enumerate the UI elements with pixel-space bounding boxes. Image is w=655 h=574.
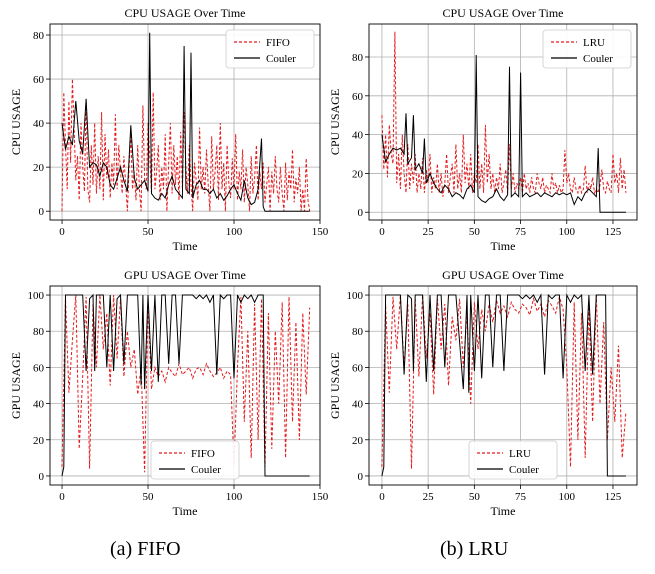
y-tick-label: 60 (352, 91, 364, 103)
legend-label-fifo: FIFO (191, 448, 215, 460)
x-tick-label: 100 (559, 226, 576, 238)
legend: LRU Couler (468, 440, 558, 480)
x-tick-label: 50 (143, 491, 155, 503)
x-tick-label: 0 (59, 491, 65, 503)
legend: FIFO Couler (150, 440, 240, 480)
chart-2: 0 50 100 150 0 20 40 60 80 100 GPU USAGE Over Time… (9, 268, 329, 518)
chart-0: 0 50 100 150 0 20 40 60 80 CPU USAGE Over Time Tim… (9, 6, 329, 253)
y-tick-label: 60 (33, 74, 45, 86)
series-line-couler (61, 32, 310, 212)
y-tick-label: 100 (347, 290, 364, 302)
chart-title: GPU USAGE Over Time (442, 268, 564, 282)
chart-title: GPU USAGE Over Time (124, 268, 246, 282)
series-line-couler (61, 293, 310, 477)
x-tick-label: 75 (515, 226, 527, 238)
series-line-lru (381, 31, 627, 197)
x-axis-label: Time (491, 239, 516, 253)
x-tick-label: 0 (379, 226, 385, 238)
y-tick-label: 0 (39, 471, 45, 483)
plot-frame (368, 23, 638, 221)
legend-label-couler: Couler (191, 464, 221, 476)
y-tick-label: 0 (358, 471, 364, 483)
y-tick-label: 20 (352, 435, 364, 447)
y-tick-label: 80 (352, 52, 364, 64)
y-axis-label: GPU USAGE (9, 352, 23, 419)
y-tick-label: 80 (352, 326, 364, 338)
chart-3: 0 25 50 75 100 125 0 20 40 60 80 100 GPU USAGE Over … (328, 268, 638, 518)
series-line-couler (381, 293, 626, 477)
legend-label-couler: Couler (583, 53, 613, 65)
plot-frame (49, 285, 321, 486)
series-line-lru (381, 294, 627, 469)
x-tick-label: 150 (312, 491, 329, 503)
series-line-fifo (61, 79, 311, 212)
legend-label-fifo: FIFO (266, 37, 290, 49)
legend-label-couler: Couler (266, 53, 296, 65)
x-tick-label: 100 (559, 491, 576, 503)
legend-label-lru: LRU (509, 448, 531, 460)
series-line-couler (381, 54, 626, 213)
y-tick-label: 40 (352, 399, 364, 411)
x-tick-label: 50 (469, 491, 481, 503)
chart-1: 0 25 50 75 100 125 0 20 40 60 80 CPU USAGE Over Tim… (328, 6, 638, 253)
x-tick-label: 125 (605, 226, 622, 238)
y-axis-label: GPU USAGE (328, 352, 342, 419)
x-tick-label: 100 (226, 226, 243, 238)
plot-frame (368, 285, 638, 486)
x-axis-label: Time (173, 504, 198, 518)
legend-label-lru: LRU (583, 37, 605, 49)
x-tick-label: 25 (423, 226, 435, 238)
x-tick-label: 50 (143, 226, 155, 238)
y-tick-label: 40 (33, 118, 45, 130)
y-tick-label: 80 (33, 326, 45, 338)
y-tick-label: 20 (352, 168, 364, 180)
x-tick-label: 100 (226, 491, 243, 503)
x-tick-label: 75 (515, 491, 527, 503)
y-tick-label: 0 (39, 206, 45, 218)
x-axis-label: Time (173, 239, 198, 253)
x-tick-label: 125 (605, 491, 622, 503)
x-tick-label: 0 (59, 226, 65, 238)
plot-frame (49, 23, 321, 221)
legend: LRU Couler (542, 29, 632, 69)
y-tick-label: 20 (33, 162, 45, 174)
y-tick-label: 100 (28, 290, 45, 302)
x-tick-label: 150 (312, 226, 329, 238)
legend-label-couler: Couler (509, 464, 539, 476)
y-tick-label: 60 (33, 362, 45, 374)
y-axis-label: CPU USAGE (9, 89, 23, 155)
y-tick-label: 80 (33, 30, 45, 42)
y-tick-label: 40 (352, 130, 364, 142)
x-tick-label: 50 (469, 226, 481, 238)
y-tick-label: 20 (33, 435, 45, 447)
legend: FIFO Couler (225, 29, 315, 69)
caption-fifo: (a) FIFO (110, 538, 181, 560)
chart-title: CPU USAGE Over Time (124, 6, 245, 20)
y-tick-label: 40 (33, 399, 45, 411)
caption-lru: (b) LRU (440, 538, 509, 560)
y-tick-label: 60 (352, 362, 364, 374)
y-axis-label: CPU USAGE (328, 89, 342, 155)
chart-title: CPU USAGE Over Time (442, 6, 563, 20)
x-axis-label: Time (491, 504, 516, 518)
x-tick-label: 0 (379, 491, 385, 503)
y-tick-label: 0 (358, 207, 364, 219)
series-line-fifo (61, 294, 311, 473)
x-tick-label: 25 (423, 491, 435, 503)
